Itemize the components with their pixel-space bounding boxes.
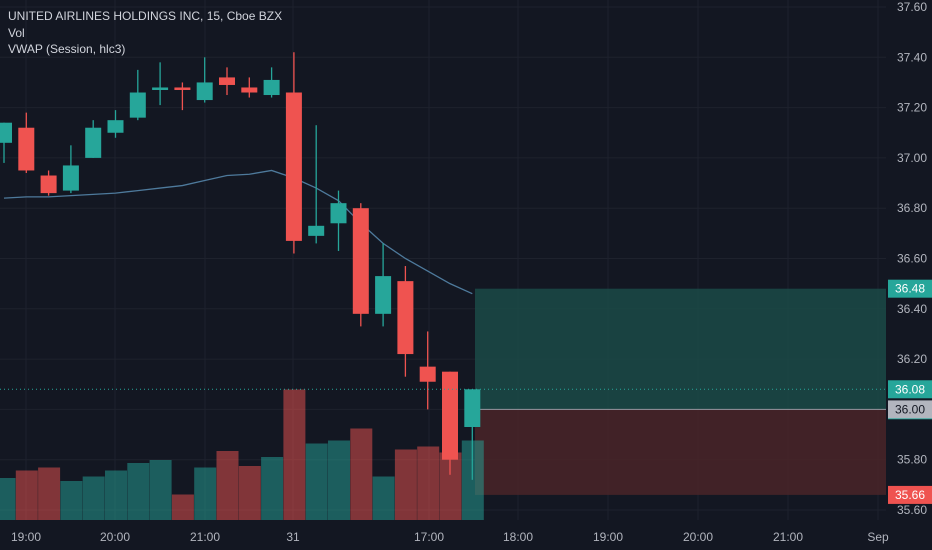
- price-tag-label: 36.08: [895, 382, 925, 396]
- x-tick-label: Sep: [867, 530, 889, 544]
- y-tick-label: 36.80: [897, 201, 927, 215]
- price-tag-stop: [888, 485, 932, 504]
- time-axis[interactable]: 19:00 20:00 21:00 31 17:00 18:00 19:00 20:00 21:…: [11, 530, 889, 544]
- volume-bar: [0, 478, 16, 520]
- candle-body: [85, 127, 102, 158]
- volume-bar: [216, 451, 239, 520]
- volume-bar: [149, 460, 172, 520]
- candle-body: [241, 87, 258, 93]
- volume-bar: [417, 446, 440, 520]
- x-tick-label: 18:00: [503, 530, 533, 544]
- volume-bar: [82, 476, 105, 520]
- candle-body: [152, 87, 169, 90]
- y-tick-label: 36.60: [897, 252, 927, 266]
- volume-bars: [0, 389, 484, 520]
- volume-bar: [127, 463, 150, 520]
- candle-body: [442, 371, 458, 460]
- x-tick-label: 21:00: [190, 530, 220, 544]
- profit-zone: [475, 288, 886, 410]
- volume-bar: [439, 452, 462, 520]
- candle-body: [285, 92, 302, 241]
- candle-body: [419, 366, 436, 382]
- volume-bar: [328, 440, 350, 520]
- chart-legend: UNITED AIRLINES HOLDINGS INC, 15, Cboe B…: [8, 8, 282, 58]
- candle-body: [375, 276, 392, 314]
- loss-zone: [475, 409, 886, 495]
- x-tick-label: 19:00: [593, 530, 623, 544]
- price-tag-entry: [888, 400, 932, 419]
- candle-body: [263, 79, 280, 96]
- position-zones: [475, 288, 886, 495]
- volume-bar: [461, 440, 484, 520]
- candle-body: [219, 77, 235, 85]
- vwap-legend[interactable]: VWAP (Session, hlc3): [8, 42, 126, 56]
- volume-bar: [238, 466, 261, 520]
- volume-bar: [261, 457, 284, 520]
- x-tick-label: 31: [286, 530, 300, 544]
- price-tag-profit: [888, 279, 932, 298]
- candle-body: [40, 175, 57, 194]
- candle-body: [18, 127, 35, 171]
- y-tick-label: 36.40: [897, 302, 927, 316]
- y-tick-label: 37.40: [897, 50, 927, 64]
- y-tick-label: 37.00: [897, 151, 927, 165]
- price-tag-label: 36.48: [895, 282, 925, 296]
- x-tick-label: 19:00: [11, 530, 41, 544]
- candle-body: [397, 281, 414, 355]
- volume-bar: [350, 428, 373, 520]
- candle-body: [308, 225, 325, 236]
- x-tick-label: 21:00: [773, 530, 803, 544]
- price-tag-label: 35.66: [895, 488, 925, 502]
- candle-body: [352, 208, 369, 314]
- volume-bar: [283, 389, 306, 520]
- candle-body: [330, 203, 347, 224]
- volume-bar: [394, 449, 417, 520]
- volume-bar: [38, 467, 61, 520]
- vwap-line: [3, 169, 473, 295]
- candles: [0, 52, 481, 480]
- x-tick-label: 20:00: [683, 530, 713, 544]
- y-tick-label: 35.60: [897, 503, 927, 517]
- price-tag-label: 36.00: [895, 402, 925, 416]
- volume-bar: [15, 470, 38, 520]
- y-tick-label: 37.60: [897, 0, 927, 14]
- y-tick-label: 35.80: [897, 453, 927, 467]
- candle-body: [62, 165, 79, 191]
- candle-body: [107, 120, 124, 133]
- volume-bar: [372, 476, 395, 520]
- volume-bar: [60, 481, 83, 520]
- candle-body: [174, 87, 191, 90]
- vwap-path: [3, 169, 473, 295]
- candle-body: [129, 92, 146, 118]
- volume-bar: [305, 443, 328, 520]
- y-tick-label: 37.20: [897, 101, 927, 115]
- volume-bar: [105, 470, 127, 520]
- volume-bar: [171, 494, 194, 520]
- y-tick-label: 36.20: [897, 352, 927, 366]
- price-tag-last: [888, 380, 932, 399]
- x-tick-label: 20:00: [100, 530, 130, 544]
- candle-body: [0, 122, 12, 143]
- volume-bar: [194, 467, 217, 520]
- symbol-title[interactable]: UNITED AIRLINES HOLDINGS INC, 15, Cboe B…: [8, 9, 283, 23]
- candle-body: [464, 389, 481, 428]
- x-tick-label: 17:00: [414, 530, 444, 544]
- volume-legend[interactable]: Vol: [8, 25, 25, 40]
- candle-body: [196, 82, 213, 101]
